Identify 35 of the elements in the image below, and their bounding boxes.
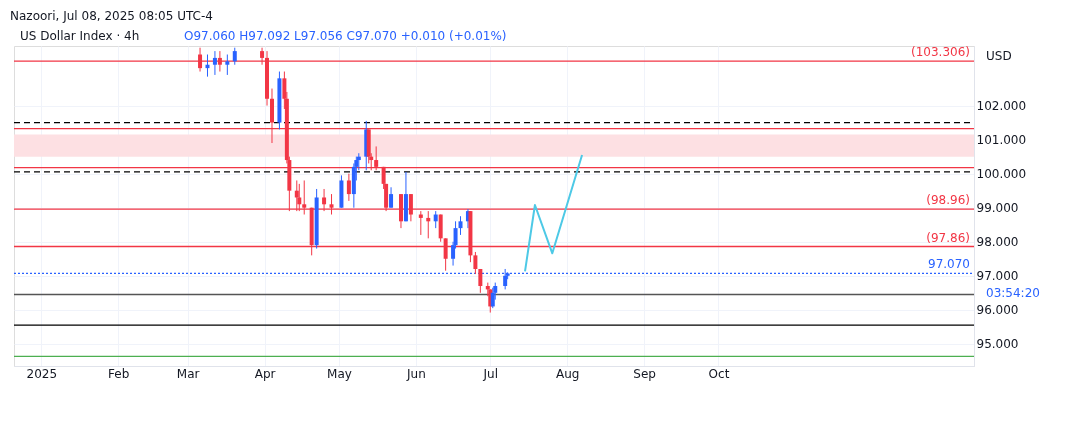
x-tick-label: Jul	[482, 366, 499, 381]
y-tick-label: 98.000	[976, 235, 1019, 250]
y-tick-label: 101.000	[976, 133, 1027, 148]
text: O97.060 H97.092 L97.056 C97.070 +0.010 (+0.01%)	[184, 29, 507, 43]
y-tick-label: 95.000	[976, 337, 1019, 352]
ref-line-label: (103.306)	[911, 45, 970, 60]
y-tick-label: 102.000	[976, 99, 1027, 114]
candlestick	[212, 50, 217, 76]
ref-line-label: 97.070	[928, 257, 970, 272]
x-tick-label: May	[327, 366, 352, 381]
ref-line-label: (97.86)	[926, 230, 970, 245]
x-tick-label: Jun	[405, 366, 426, 381]
x-tick-label: Apr	[254, 366, 276, 381]
y-tick-label: 97.000	[976, 269, 1019, 284]
chart-title: US Dollar Index · 4h	[20, 29, 140, 43]
candlestick	[225, 54, 230, 76]
candlestick	[438, 214, 443, 243]
x-tick-label: Oct	[708, 366, 730, 381]
text: Nazoori, Jul 08, 2025 08:05 UTC-4	[10, 9, 213, 23]
candlestick	[458, 215, 463, 236]
text: USD	[986, 49, 1012, 63]
y-tick-label: 100.000	[976, 167, 1027, 182]
candlestick	[473, 251, 478, 275]
candlestick	[389, 186, 394, 209]
y-tick-label: 99.000	[976, 201, 1019, 216]
x-tick-label: Sep	[633, 366, 656, 381]
x-tick-label: Feb	[108, 366, 130, 381]
line-series	[524, 153, 584, 273]
ref-line-label: (98.96)	[926, 193, 970, 208]
text: 03:54:20	[986, 286, 1040, 300]
y-tick-label: 96.000	[976, 303, 1019, 318]
x-tick-label: Aug	[555, 366, 580, 381]
x-tick-label: 2025	[26, 366, 58, 381]
candlestick	[346, 173, 351, 202]
x-tick-label: Mar	[176, 366, 200, 381]
